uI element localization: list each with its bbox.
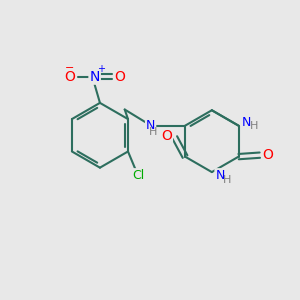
Text: O: O <box>64 70 75 84</box>
Text: H: H <box>149 127 158 137</box>
Text: O: O <box>262 148 274 162</box>
Text: N: N <box>146 119 155 132</box>
Text: H: H <box>250 121 258 131</box>
Text: +: + <box>97 64 105 74</box>
Text: Cl: Cl <box>132 169 144 182</box>
Text: O: O <box>161 129 172 143</box>
Text: H: H <box>223 175 231 185</box>
Text: N: N <box>215 169 225 182</box>
Text: −: − <box>65 63 74 73</box>
Text: N: N <box>89 70 100 84</box>
Text: N: N <box>242 116 251 129</box>
Text: O: O <box>114 70 125 84</box>
